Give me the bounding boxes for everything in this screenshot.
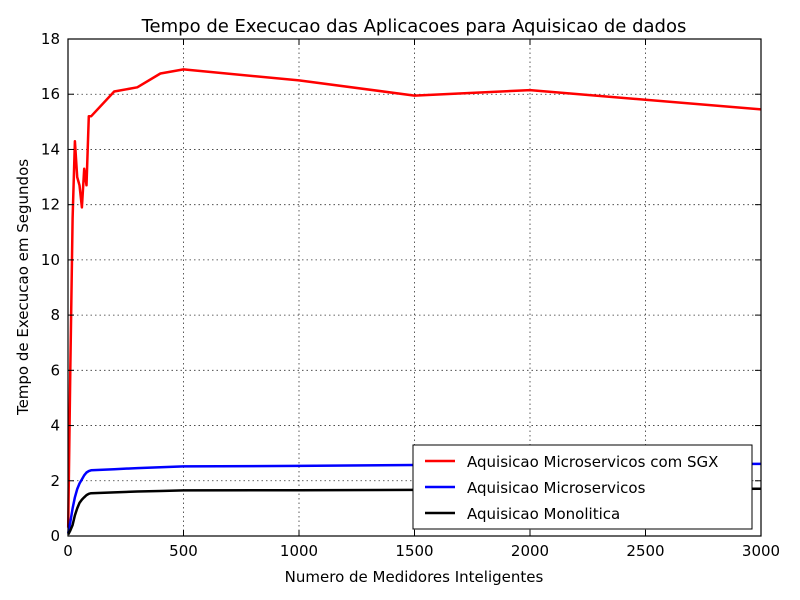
y-tick-label: 8 <box>50 306 60 324</box>
legend-label-1: Aquisicao Microservicos com SGX <box>467 453 718 471</box>
series-line-3 <box>67 487 762 536</box>
axis-ticks: 0 500 1000 1500 2000 2500 3000 0 2 4 6 8 10 12 14 16 18 <box>41 30 780 560</box>
y-tick-label: 12 <box>41 196 60 214</box>
x-axis-label: Numero de Medidores Inteligentes <box>285 568 544 586</box>
x-tick-label: 0 <box>63 542 73 560</box>
y-tick-label: 10 <box>41 251 60 269</box>
y-tick-label: 0 <box>50 527 60 545</box>
y-tick-label: 18 <box>41 30 60 48</box>
x-tick-label: 1000 <box>280 542 318 560</box>
x-tick-label: 3000 <box>742 542 780 560</box>
x-tick-label: 500 <box>169 542 198 560</box>
y-tick-label: 2 <box>50 472 60 490</box>
y-tick-label: 6 <box>50 361 60 379</box>
series-line-1 <box>66 68 762 528</box>
x-tick-label: 2500 <box>626 542 664 560</box>
legend-label-3: Aquisicao Monolitica <box>467 505 620 523</box>
legend-label-2: Aquisicao Microservicos <box>467 479 646 497</box>
y-tick-label: 14 <box>41 140 60 158</box>
y-tick-label: 4 <box>50 417 60 435</box>
y-axis-label: Tempo de Execucao em Segundos <box>14 159 32 416</box>
series-group <box>66 68 762 536</box>
legend: Aquisicao Microservicos com SGX Aquisicao… <box>412 444 753 530</box>
legend-box <box>412 444 753 530</box>
x-tick-label: 1500 <box>395 542 433 560</box>
x-tick-label: 2000 <box>511 542 549 560</box>
series-line-2 <box>66 462 762 534</box>
chart-title: Tempo de Execucao das Aplicacoes para Aq… <box>141 16 687 37</box>
y-tick-label: 16 <box>41 85 60 103</box>
